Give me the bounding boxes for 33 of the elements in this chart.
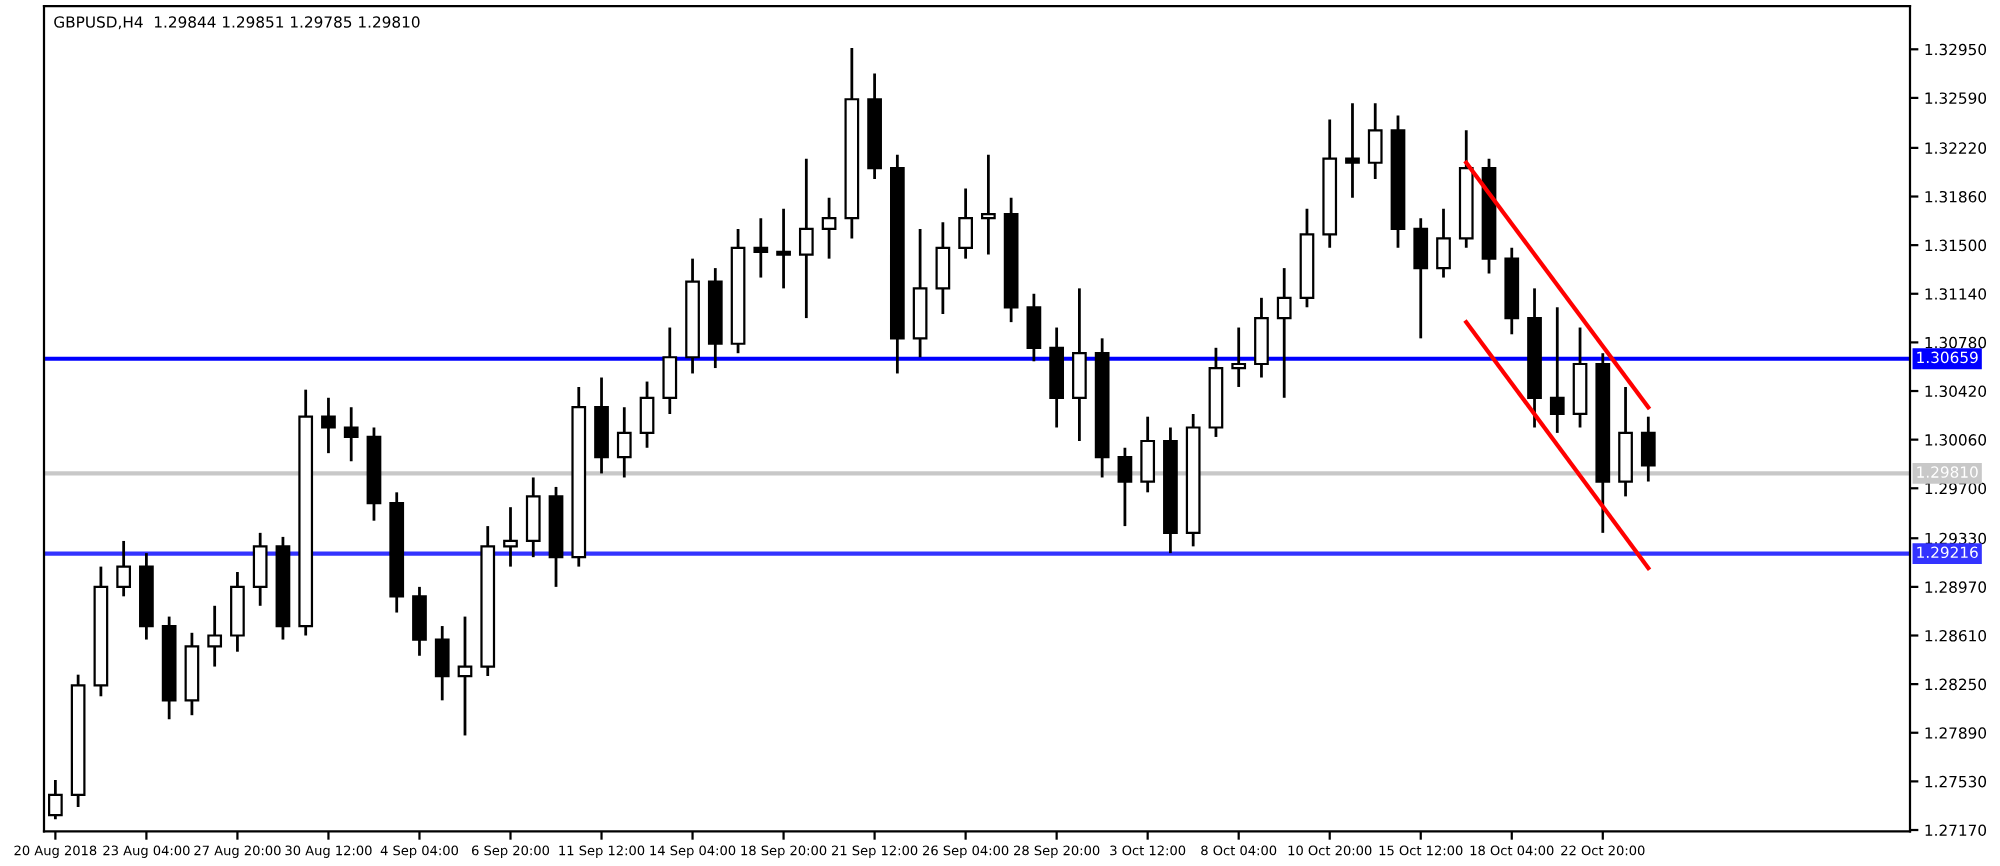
candlestick: [321, 396, 336, 455]
candlestick: [798, 157, 814, 320]
candlestick: [1345, 101, 1360, 200]
candlestick: [1367, 101, 1383, 181]
candlestick: [1276, 266, 1292, 400]
candlestick: [753, 216, 769, 279]
candlestick: [503, 505, 518, 569]
candlestick: [1026, 292, 1042, 363]
candlestick: [1117, 446, 1133, 528]
candlestick: [207, 604, 223, 668]
candlestick: [1254, 296, 1269, 379]
candlestick: [639, 380, 655, 450]
candlestick: [821, 196, 837, 261]
candlestick: [1072, 286, 1087, 443]
candlestick: [1640, 415, 1656, 483]
candlestick: [116, 539, 132, 598]
candlestick: [776, 207, 791, 290]
candlestick: [434, 624, 450, 702]
candlestick: [457, 615, 473, 737]
candlestick: [1231, 326, 1247, 389]
candlestick: [1436, 207, 1451, 279]
candlestick: [1140, 415, 1156, 494]
candlestick: [1549, 305, 1565, 435]
candlestick: [1413, 216, 1429, 340]
candlestick: [662, 326, 678, 416]
candlestick: [525, 476, 541, 559]
candlestick: [616, 405, 632, 479]
candlestick: [935, 220, 951, 316]
candlestick: [958, 187, 973, 261]
candlestick: [343, 405, 359, 463]
candlestick: [981, 153, 996, 256]
candlestick: [252, 531, 268, 608]
candlestick: [412, 585, 427, 658]
